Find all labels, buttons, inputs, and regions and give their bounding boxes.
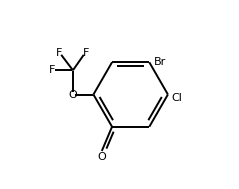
Text: Cl: Cl xyxy=(171,93,182,103)
Text: Br: Br xyxy=(153,57,166,67)
Text: F: F xyxy=(49,65,56,75)
Text: O: O xyxy=(98,152,106,162)
Text: O: O xyxy=(69,90,77,99)
Text: F: F xyxy=(56,48,62,58)
Text: F: F xyxy=(83,48,89,58)
